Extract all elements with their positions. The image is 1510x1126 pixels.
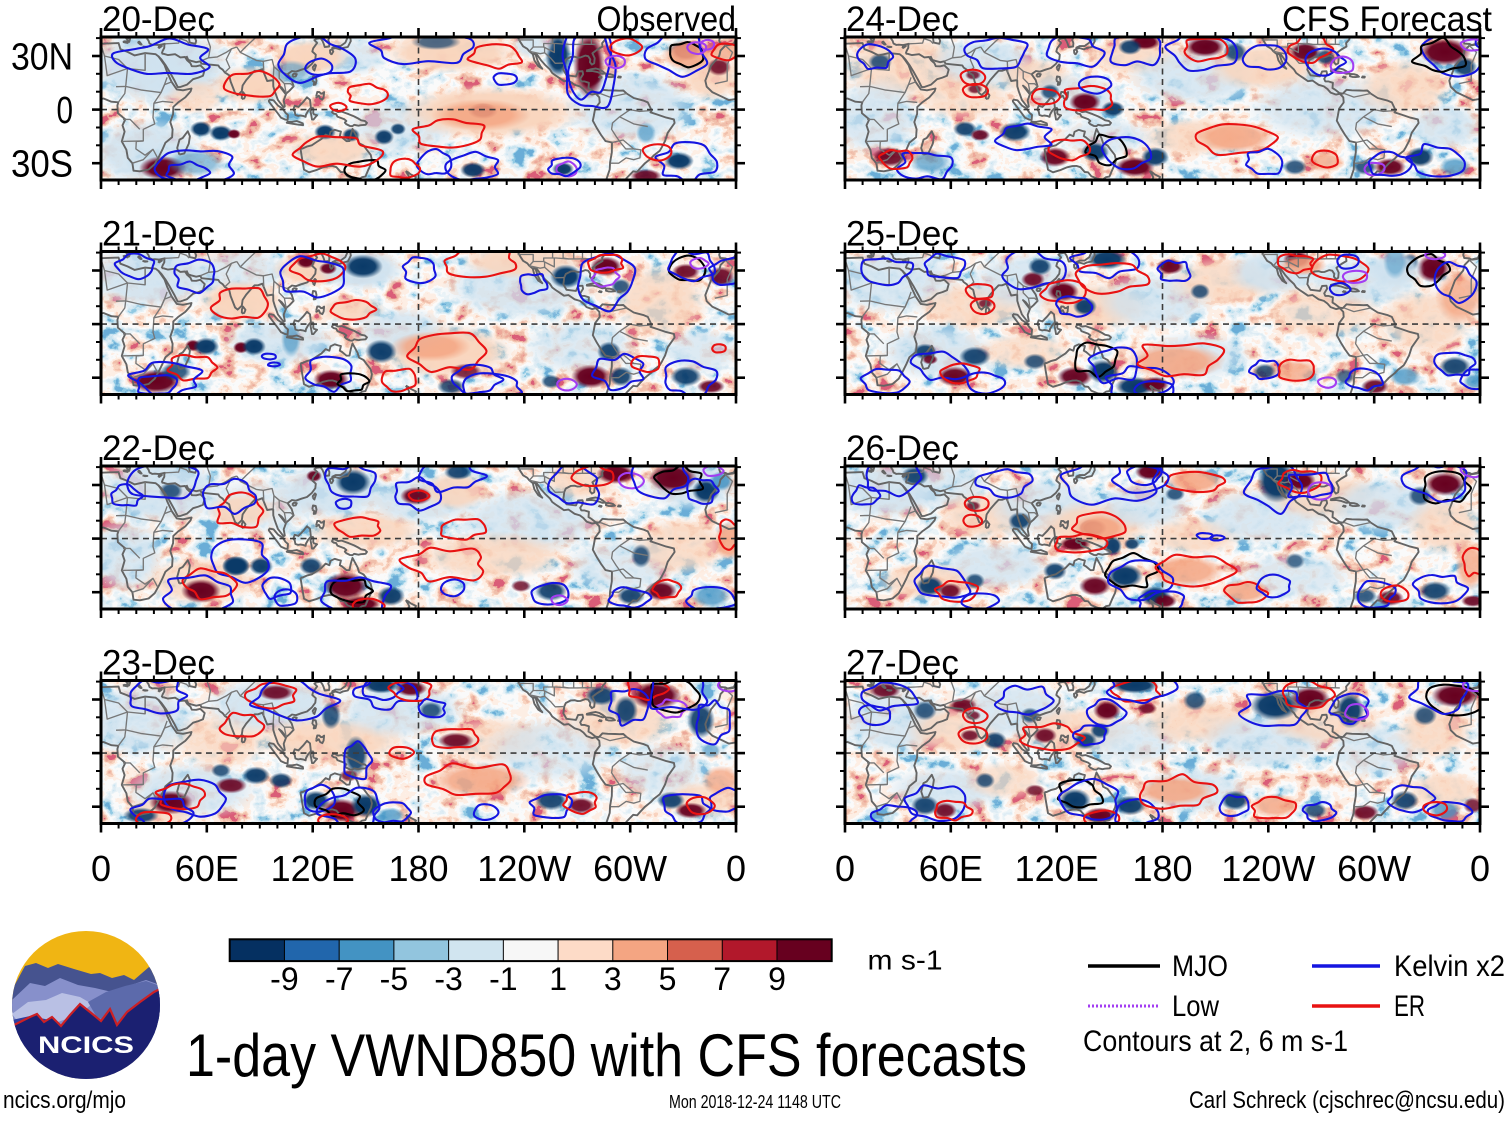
svg-text:23-Dec: 23-Dec (102, 643, 215, 682)
svg-text:NCICS: NCICS (38, 1032, 134, 1059)
svg-text:0: 0 (835, 848, 855, 889)
svg-text:7: 7 (713, 961, 731, 997)
svg-text:30S: 30S (11, 144, 73, 186)
svg-text:Carl Schreck (cjschrec@ncsu.ed: Carl Schreck (cjschrec@ncsu.edu) (1189, 1087, 1505, 1114)
svg-text:ER: ER (1394, 990, 1425, 1023)
svg-text:60W: 60W (1337, 848, 1411, 889)
svg-text:Low: Low (1172, 990, 1219, 1023)
svg-text:Contours at 2, 6 m s-1: Contours at 2, 6 m s-1 (1083, 1025, 1348, 1058)
svg-text:Mon 2018-12-24 1148 UTC: Mon 2018-12-24 1148 UTC (669, 1092, 841, 1112)
svg-text:120W: 120W (1221, 848, 1315, 889)
svg-text:-1: -1 (489, 961, 517, 997)
svg-text:-9: -9 (270, 961, 298, 997)
svg-text:3: 3 (604, 961, 622, 997)
svg-text:0: 0 (726, 848, 746, 889)
svg-text:0: 0 (91, 848, 111, 889)
svg-text:-5: -5 (380, 961, 408, 997)
svg-text:120W: 120W (477, 848, 571, 889)
svg-text:5: 5 (659, 961, 677, 997)
svg-text:1-day VWND850 with CFS forecas: 1-day VWND850 with CFS forecasts (186, 1022, 1027, 1089)
svg-text:60E: 60E (175, 848, 239, 889)
svg-text:22-Dec: 22-Dec (102, 429, 215, 468)
svg-text:m s-1: m s-1 (868, 945, 943, 976)
svg-text:9: 9 (768, 961, 786, 997)
svg-text:24-Dec: 24-Dec (846, 0, 959, 39)
svg-text:26-Dec: 26-Dec (846, 429, 959, 468)
svg-text:60E: 60E (919, 848, 983, 889)
svg-text:180: 180 (1132, 848, 1192, 889)
svg-text:30N: 30N (11, 36, 73, 78)
svg-text:120E: 120E (1015, 848, 1099, 889)
svg-text:-3: -3 (434, 961, 462, 997)
svg-text:-7: -7 (325, 961, 353, 997)
svg-text:0: 0 (1470, 848, 1490, 889)
svg-text:20-Dec: 20-Dec (102, 0, 215, 39)
svg-text:1: 1 (549, 961, 567, 997)
svg-text:25-Dec: 25-Dec (846, 214, 959, 253)
svg-text:60W: 60W (593, 848, 667, 889)
svg-text:ncics.org/mjo: ncics.org/mjo (3, 1087, 126, 1114)
svg-text:MJO: MJO (1172, 950, 1228, 983)
svg-text:27-Dec: 27-Dec (846, 643, 959, 682)
svg-text:21-Dec: 21-Dec (102, 214, 215, 253)
svg-text:Observed: Observed (597, 0, 737, 39)
svg-text:180: 180 (388, 848, 448, 889)
svg-text:CFS Forecast: CFS Forecast (1282, 0, 1492, 39)
svg-text:0: 0 (57, 90, 74, 132)
svg-text:Kelvin x2: Kelvin x2 (1394, 950, 1505, 983)
svg-text:120E: 120E (271, 848, 355, 889)
